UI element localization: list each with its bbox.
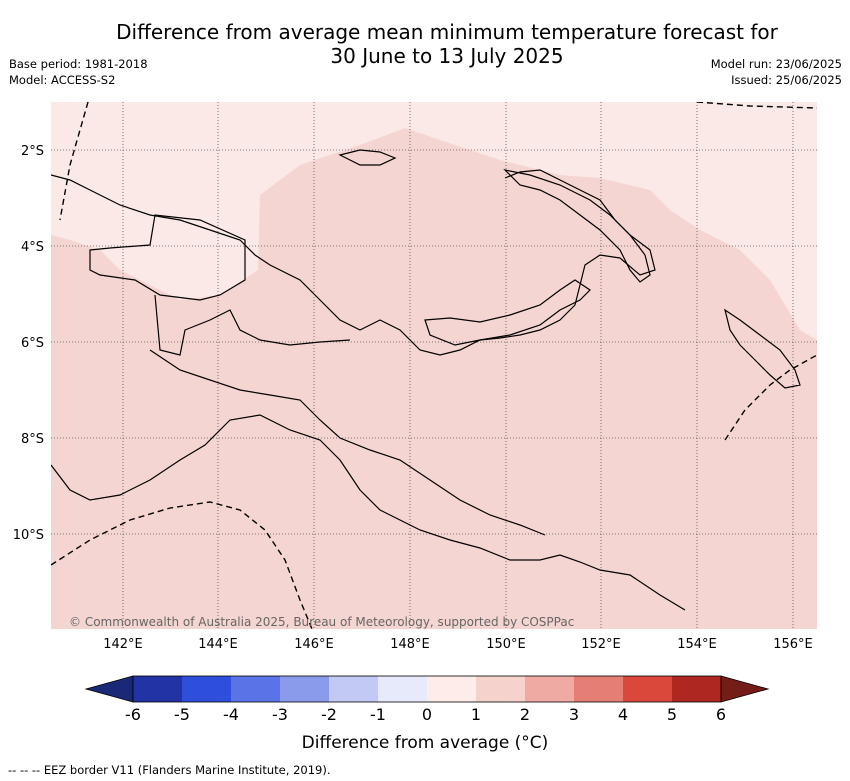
colorbar-segment (329, 676, 378, 702)
lat-tick: 2°S (21, 144, 44, 159)
lat-tick: 4°S (21, 240, 44, 255)
lat-tick-labels: 2°S 4°S 6°S 8°S 10°S (13, 144, 44, 543)
lon-tick-labels: 142°E 144°E 146°E 148°E 150°E 152°E 154°… (103, 637, 813, 652)
colorbar-segment (476, 676, 525, 702)
eez-note: -- -- -- EEZ border V11 (Flanders Marine… (8, 763, 331, 777)
colorbar (84, 675, 770, 703)
model-name: Model: ACCESS-S2 (9, 73, 116, 87)
model-run: Model run: 23/06/2025 (710, 57, 842, 71)
issued-date: Issued: 25/06/2025 (731, 73, 842, 87)
lon-tick: 150°E (486, 637, 526, 652)
colorbar-segment (133, 676, 182, 702)
run-info: Model run: 23/06/2025 Issued: 25/06/2025 (711, 56, 842, 88)
lat-tick: 8°S (21, 432, 44, 447)
colorbar-tick-label: 6 (716, 705, 726, 724)
colorbar-segment (231, 676, 280, 702)
new-guinea-south-coast (51, 414, 686, 611)
anomaly-field-0-1-north (51, 102, 817, 340)
colorbar-ticks: -6 -5 -4 -3 -2 -1 0 1 2 3 4 5 6 (125, 705, 726, 724)
colorbar-tick-label: -3 (272, 705, 288, 724)
title-line-2: 30 June to 13 July 2025 (330, 44, 564, 68)
map-title: Difference from average mean minimum tem… (0, 20, 850, 68)
colorbar-segment (623, 676, 672, 702)
colorbar-under-arrow (84, 675, 134, 703)
bougainville (724, 308, 801, 389)
admiralty-islands (338, 149, 397, 166)
fly-river (149, 349, 546, 536)
lon-tick: 154°E (677, 637, 717, 652)
colorbar-tick-label: -2 (321, 705, 337, 724)
colorbar-over-arrow (720, 675, 770, 703)
colorbar-tick-label: 5 (667, 705, 677, 724)
colorbar-frame (132, 675, 722, 703)
lon-tick: 156°E (773, 637, 813, 652)
colorbar-label: Difference from average (°C) (301, 733, 549, 753)
eez-east (724, 354, 817, 441)
model-info: Base period: 1981-2018 Model: ACCESS-S2 (9, 56, 148, 88)
colorbar-tick-label: 0 (422, 705, 432, 724)
lon-tick: 152°E (581, 637, 621, 652)
colorbar-tick-label: -1 (370, 705, 386, 724)
lat-tick: 6°S (21, 336, 44, 351)
colorbar-segment (574, 676, 623, 702)
colorbar-tick-label: 1 (471, 705, 481, 724)
colorbar-segment (280, 676, 329, 702)
colorbar-tick-label: -6 (125, 705, 141, 724)
title-line-1: Difference from average mean minimum tem… (116, 20, 778, 44)
colorbar-segment (427, 676, 476, 702)
lat-tick: 10°S (13, 528, 44, 543)
eez-south (51, 501, 313, 629)
colorbar-tick-label: 4 (618, 705, 628, 724)
coastlines (51, 149, 801, 611)
lon-tick: 144°E (198, 637, 238, 652)
colorbar-tick-label: -4 (223, 705, 239, 724)
grid-lines (51, 102, 817, 629)
new-ireland (503, 169, 651, 283)
lon-tick: 148°E (390, 637, 430, 652)
eez-borders (51, 102, 817, 629)
lon-tick: 142°E (103, 637, 143, 652)
new-britain (424, 279, 591, 346)
provincial-borders (89, 214, 351, 356)
colorbar-tick-label: -5 (174, 705, 190, 724)
base-period: Base period: 1981-2018 (9, 57, 148, 71)
eez-west (59, 102, 89, 221)
colorbar-segment (525, 676, 574, 702)
colorbar-tick-label: 2 (520, 705, 530, 724)
colorbar-segment (672, 676, 721, 702)
colorbar-segment (182, 676, 231, 702)
colorbar-segment (378, 676, 427, 702)
eez-northeast (696, 102, 817, 109)
colorbar-tick-label: 3 (569, 705, 579, 724)
copyright-notice: © Commonwealth of Australia 2025, Bureau… (69, 615, 574, 629)
lon-tick: 146°E (294, 637, 334, 652)
